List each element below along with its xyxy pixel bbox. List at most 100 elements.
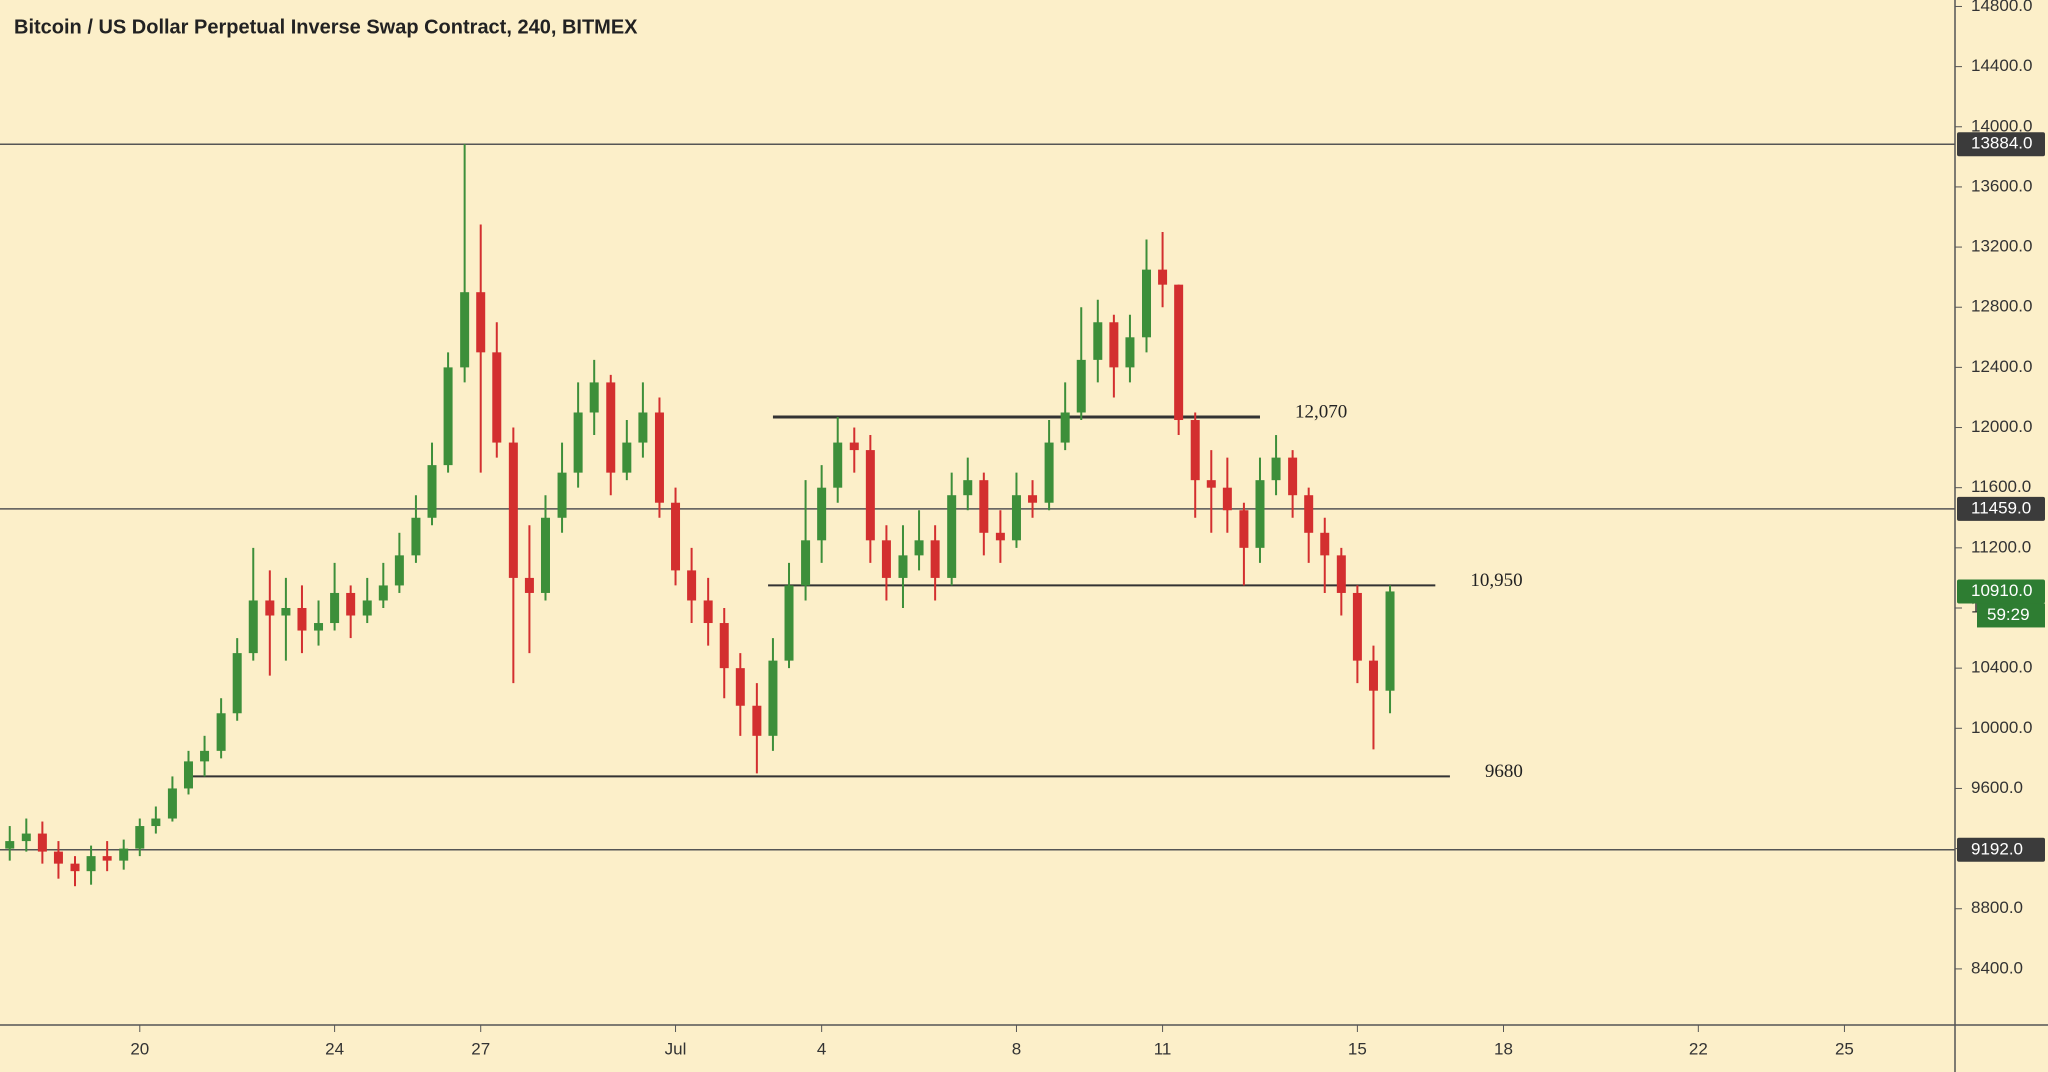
countdown-label: 59:29 <box>1987 605 2030 624</box>
candle-body <box>281 607 291 616</box>
y-tick-label: 11600.0 <box>1971 477 2031 496</box>
candle-body <box>1125 337 1135 368</box>
x-tick-label: Jul <box>665 1039 687 1058</box>
price-line-tag <box>1957 132 2045 157</box>
candle-body <box>1028 495 1038 503</box>
candle-body <box>1109 322 1119 368</box>
y-tick-label: 9600.0 <box>1971 778 2023 797</box>
candle-body <box>622 442 632 473</box>
candle-body <box>411 517 421 556</box>
candle-body <box>5 841 15 849</box>
candle-body <box>1190 420 1200 481</box>
candle-body <box>1158 269 1168 285</box>
candle-body <box>1222 487 1232 511</box>
candle-body <box>427 465 437 518</box>
candle-body <box>1239 510 1249 548</box>
candle-body <box>768 660 778 736</box>
candle-body <box>833 442 843 488</box>
candle-body <box>1320 532 1330 556</box>
candle-body <box>102 856 112 861</box>
candle-body <box>914 540 924 556</box>
candle-body <box>151 818 161 827</box>
x-tick-label: 8 <box>1012 1039 1021 1058</box>
candle-body <box>135 826 145 849</box>
x-tick-label: 24 <box>325 1039 344 1058</box>
candle-body <box>53 851 63 864</box>
candle-body <box>687 570 697 601</box>
candle-body <box>1385 591 1395 691</box>
candle-body <box>346 592 356 616</box>
price-line-tag <box>1957 496 2045 521</box>
candle-body <box>167 788 177 819</box>
candle-body <box>1076 359 1086 413</box>
y-tick-label: 10400.0 <box>1971 658 2032 677</box>
x-tick-label: 27 <box>471 1039 490 1058</box>
candle-body <box>362 600 372 616</box>
price-line-label: 9192.0 <box>1971 839 2023 858</box>
price-line-label: 11459.0 <box>1971 498 2031 517</box>
candle-body <box>183 761 193 789</box>
candle-body <box>995 532 1005 541</box>
price-line-tag <box>1957 837 2045 862</box>
x-tick-label: 15 <box>1348 1039 1367 1058</box>
chart-title: Bitcoin / US Dollar Perpetual Inverse Sw… <box>14 16 638 38</box>
current-price-label: 10910.0 <box>1971 581 2032 600</box>
y-tick-label: 14800.0 <box>1971 0 2032 15</box>
candle-body <box>784 585 794 661</box>
x-tick-label: 20 <box>130 1039 149 1058</box>
candle-body <box>508 442 518 578</box>
candle-body <box>297 607 307 631</box>
current-price-tag <box>1957 579 2045 604</box>
candle-body <box>265 600 275 616</box>
x-tick-label: 11 <box>1154 1039 1172 1058</box>
y-tick-label: 8800.0 <box>1971 898 2023 917</box>
level-label: 10,950 <box>1470 570 1522 591</box>
candle-body <box>476 292 486 353</box>
y-tick-label: 14000.0 <box>1971 116 2032 135</box>
candle-body <box>719 623 729 669</box>
candle-body <box>817 487 827 541</box>
candle-body <box>703 600 713 624</box>
level-label: 12,070 <box>1295 401 1347 422</box>
candle-body <box>801 540 811 586</box>
candle-body <box>1093 322 1103 360</box>
candle-body <box>1352 592 1362 661</box>
candle-body <box>898 555 908 578</box>
candle-body <box>232 653 242 714</box>
candle-body <box>1011 495 1021 541</box>
y-tick-label: 13600.0 <box>1971 176 2032 195</box>
candle-body <box>963 480 973 496</box>
candle-body <box>21 833 31 842</box>
candle-body <box>1368 660 1378 691</box>
candle-body <box>1044 442 1054 503</box>
candle-body <box>930 540 940 578</box>
x-tick-label: 22 <box>1689 1039 1708 1058</box>
candle-body <box>119 848 129 861</box>
candle-body <box>1304 495 1314 533</box>
candle-body <box>248 600 258 654</box>
candle-body <box>378 585 388 601</box>
candle-body <box>460 292 470 368</box>
candle-body <box>752 705 762 736</box>
candle-body <box>200 750 210 762</box>
y-tick-label: 13200.0 <box>1971 237 2032 256</box>
candle-body <box>37 833 47 852</box>
candle-body <box>524 577 534 593</box>
candle-body <box>1288 457 1298 496</box>
candle-body <box>540 517 550 593</box>
x-tick-label: 4 <box>817 1039 826 1058</box>
candle-body <box>1271 457 1281 481</box>
candle-body <box>849 442 859 451</box>
y-tick-label: 11200.0 <box>1971 537 2031 556</box>
candle-body <box>671 502 681 571</box>
x-tick-label: 18 <box>1494 1039 1513 1058</box>
candle-body <box>606 382 616 473</box>
price-line-label: 13884.0 <box>1971 134 2032 153</box>
candle-body <box>314 623 324 631</box>
countdown-tag <box>1977 603 2045 628</box>
x-tick-label: 25 <box>1835 1039 1854 1058</box>
y-tick-label: 14400.0 <box>1971 56 2032 75</box>
candle-body <box>1255 480 1265 548</box>
